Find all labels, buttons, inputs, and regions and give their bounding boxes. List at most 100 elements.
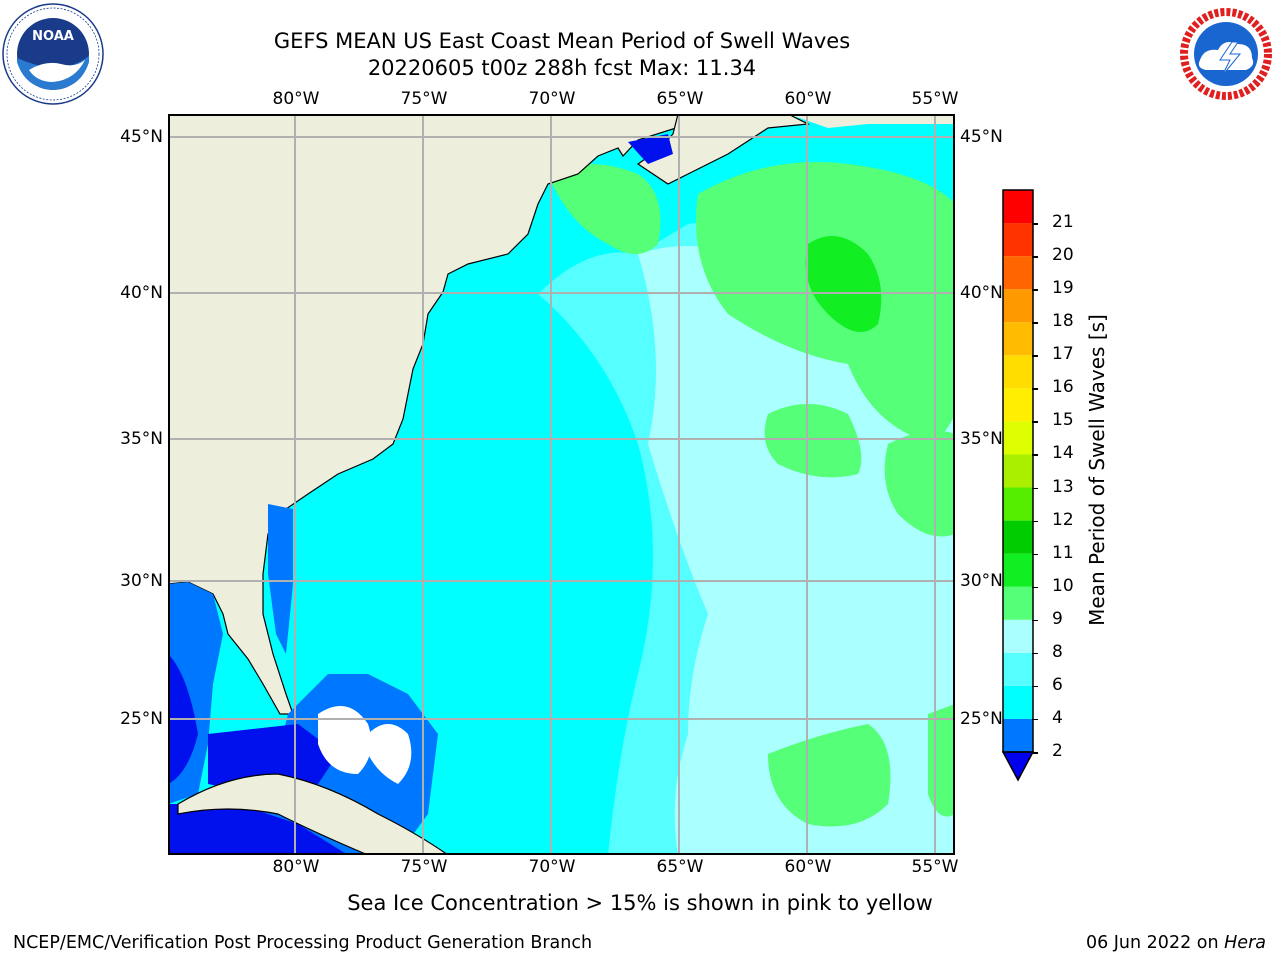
colorbar-segment bbox=[1003, 553, 1033, 587]
colorbar-tick-label: 4 bbox=[1052, 707, 1063, 728]
colorbar-segment bbox=[1003, 256, 1033, 290]
colorbar-segment bbox=[1003, 487, 1033, 521]
lon-label-bottom-70w: 70°W bbox=[528, 857, 576, 877]
colorbar-segment bbox=[1003, 421, 1033, 455]
date-text: 06 Jun 2022 on Hera bbox=[1086, 933, 1266, 953]
map-gridlines bbox=[168, 114, 955, 855]
map-frame bbox=[168, 114, 955, 855]
colorbar-segment bbox=[1003, 520, 1033, 554]
lat-label-right-35n: 35°N bbox=[960, 429, 1003, 449]
colorbar-tick-label: 10 bbox=[1052, 575, 1074, 596]
colorbar-extend-triangle bbox=[1001, 751, 1035, 782]
lat-label-left-45n: 45°N bbox=[120, 127, 163, 147]
colorbar-tick-mark bbox=[1032, 685, 1038, 688]
colorbar-tick-label: 19 bbox=[1052, 278, 1074, 299]
lon-label-top-60w: 60°W bbox=[784, 89, 832, 109]
colorbar-tick-label: 20 bbox=[1052, 245, 1074, 266]
colorbar-tick-mark bbox=[1032, 388, 1038, 390]
swell-zone-deep-blue-gulf-maine bbox=[628, 134, 673, 164]
sea-ice-note: Sea Ice Concentration > 15% is shown in … bbox=[347, 891, 933, 915]
no-data-bahamas bbox=[318, 706, 372, 774]
lon-label-top-70w: 70°W bbox=[528, 89, 576, 109]
colorbar-tick-label: 17 bbox=[1052, 344, 1074, 365]
colorbar-tick-label: 11 bbox=[1052, 542, 1074, 563]
colorbar-segment bbox=[1003, 619, 1033, 653]
swell-zone-light-green-sse bbox=[928, 704, 955, 817]
colorbar-tick-label: 2 bbox=[1052, 741, 1063, 761]
colorbar-tick-mark bbox=[1032, 752, 1038, 754]
colorbar-tick-mark bbox=[1032, 223, 1038, 225]
colorbar-tick-label: 8 bbox=[1052, 641, 1063, 662]
no-data-andros bbox=[368, 724, 412, 784]
chart-title-line1: GEFS MEAN US East Coast Mean Period of S… bbox=[273, 29, 851, 53]
colorbar-tick-label: 21 bbox=[1052, 212, 1074, 233]
nws-logo-icon bbox=[1176, 4, 1276, 104]
lon-label-top-65w: 65°W bbox=[656, 89, 704, 109]
colorbar-tick-label: 12 bbox=[1052, 509, 1074, 530]
colorbar-segment bbox=[1003, 652, 1033, 686]
noaa-logo-icon: NOAA bbox=[2, 3, 104, 105]
colorbar-segment bbox=[1003, 223, 1033, 257]
date-label: 06 Jun 2022 on bbox=[1085, 933, 1225, 953]
lat-label-left-30n: 30°N bbox=[120, 571, 163, 591]
colorbar-segment bbox=[1003, 190, 1033, 224]
colorbar-segment bbox=[1003, 685, 1033, 719]
lon-label-bottom-55w: 55°W bbox=[911, 857, 959, 877]
lat-label-left-35n: 35°N bbox=[120, 429, 163, 449]
lat-label-left-25n: 25°N bbox=[120, 709, 163, 729]
colorbar-tick-mark bbox=[1032, 586, 1038, 589]
swell-period-map bbox=[168, 114, 955, 855]
lon-label-bottom-60w: 60°W bbox=[784, 857, 832, 877]
lon-label-top-75w: 75°W bbox=[400, 89, 448, 109]
colorbar-tick-mark bbox=[1032, 553, 1038, 556]
chart-title-line2: 20220605 t00z 288h fcst Max: 11.34 bbox=[367, 56, 757, 80]
colorbar-tick-label: 6 bbox=[1052, 674, 1063, 695]
colorbar-tick-mark bbox=[1032, 619, 1038, 622]
swell-zone-light-green-e bbox=[764, 404, 862, 478]
land-cuba bbox=[177, 773, 450, 855]
colorbar-tick-label: 14 bbox=[1052, 443, 1074, 464]
lon-label-top-80w: 80°W bbox=[272, 89, 320, 109]
lat-label-right-45n: 45°N bbox=[960, 127, 1003, 147]
colorbar-tick-label: 18 bbox=[1052, 311, 1074, 332]
colorbar-tick-label: 13 bbox=[1052, 476, 1074, 497]
swell-zone-light-green-se bbox=[768, 724, 891, 827]
colorbar-segment bbox=[1003, 718, 1033, 752]
colorbar-segment bbox=[1003, 454, 1033, 488]
colorbar-tick-mark bbox=[1032, 520, 1038, 523]
colorbar-tick-mark bbox=[1032, 289, 1038, 291]
colorbar-segment bbox=[1003, 322, 1033, 356]
colorbar-tick-label: 16 bbox=[1052, 377, 1074, 398]
lat-label-right-25n: 25°N bbox=[960, 709, 1003, 729]
colorbar-tick-mark bbox=[1032, 256, 1038, 258]
colorbar-segment bbox=[1003, 289, 1033, 323]
colorbar-label: Mean Period of Swell Waves [s] bbox=[1085, 314, 1109, 626]
colorbar bbox=[1001, 189, 1035, 782]
colorbar-tick-mark bbox=[1032, 487, 1038, 490]
colorbar-segment bbox=[1003, 388, 1033, 422]
land-northeast bbox=[788, 114, 955, 128]
colorbar-tick-mark bbox=[1032, 421, 1038, 423]
colorbar-tick-mark bbox=[1032, 718, 1038, 721]
lon-label-bottom-75w: 75°W bbox=[400, 857, 448, 877]
swell-zone-blue-florida-coast bbox=[268, 504, 293, 654]
lat-label-right-30n: 30°N bbox=[960, 571, 1003, 591]
colorbar-segment bbox=[1003, 586, 1033, 620]
lat-label-right-40n: 40°N bbox=[960, 283, 1003, 303]
colorbar-tick-label: 15 bbox=[1052, 410, 1074, 431]
swell-zone-deep-blue-straits bbox=[208, 724, 338, 794]
lat-label-left-40n: 40°N bbox=[120, 283, 163, 303]
lon-label-bottom-80w: 80°W bbox=[272, 857, 320, 877]
swell-zone-deep-blue-caribbean bbox=[168, 804, 348, 855]
colorbar-frame bbox=[1002, 189, 1034, 753]
colorbar-tick-mark bbox=[1032, 322, 1038, 324]
colorbar-ticks: 2 4 6 8 9 10 11 12 13 14 15 16 17 18 19 20 21 bbox=[1032, 0, 1080, 960]
colorbar-tick-mark bbox=[1032, 454, 1038, 456]
machine-name: Hera bbox=[1224, 933, 1266, 953]
colorbar-tick-mark bbox=[1032, 652, 1038, 655]
lon-label-bottom-65w: 65°W bbox=[656, 857, 704, 877]
colorbar-tick-mark bbox=[1032, 355, 1038, 357]
swell-zone-light-green-n bbox=[548, 164, 661, 254]
swell-zone-green-ne bbox=[805, 236, 882, 332]
colorbar-tick-label: 9 bbox=[1052, 608, 1063, 629]
